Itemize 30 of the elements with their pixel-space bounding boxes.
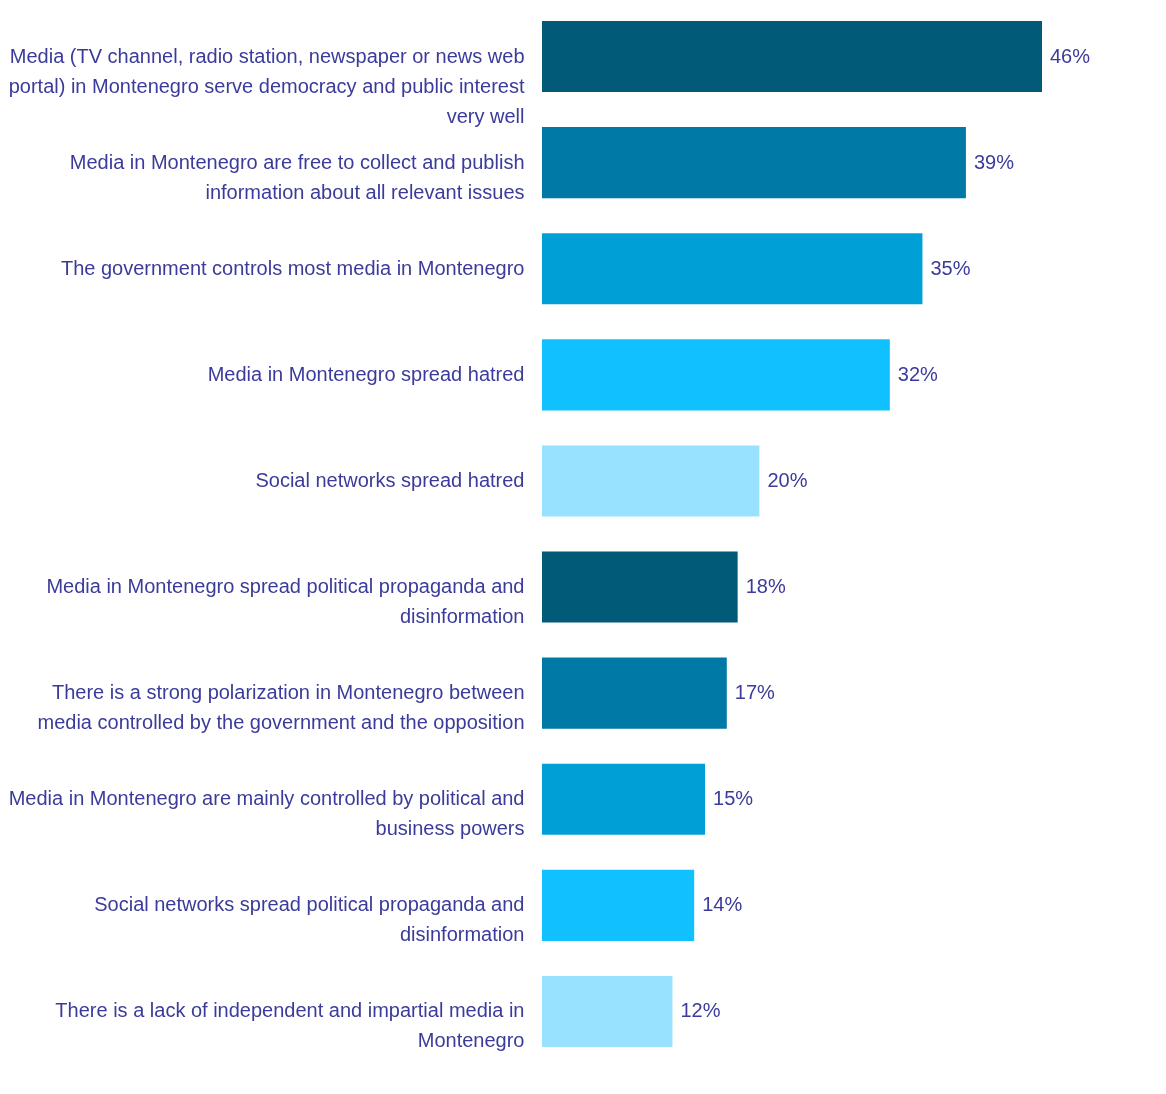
data-label: 15%	[713, 787, 754, 810]
y-tick-label: The government controls most media in Montenegro	[60, 256, 525, 279]
data-label: 35%	[930, 256, 971, 279]
bar	[542, 127, 966, 199]
data-label: 32%	[897, 362, 939, 385]
data-label: 12%	[680, 999, 721, 1022]
data-label: 20%	[767, 468, 808, 491]
bar	[542, 20, 1042, 93]
y-tick-label: Social networks spread hatred	[255, 468, 525, 491]
bar	[542, 551, 738, 623]
data-label: 39%	[973, 150, 1015, 173]
data-label: 18%	[745, 575, 786, 598]
y-tick-label: Media in Montenegro are mainly controlled by political and business powers	[8, 787, 525, 840]
y-tick-label: Media in Montenegro spread hatred	[207, 362, 525, 385]
bar	[542, 339, 890, 411]
data-label: 46%	[1050, 44, 1091, 67]
y-tick-label: There is a strong polarization in Montenegro between media controlled by the government and the opposition	[37, 681, 525, 734]
y-tick-label: Media in Montenegro spread political propaganda and disinformation	[46, 575, 525, 628]
bar	[542, 869, 695, 941]
data-label: 17%	[734, 681, 776, 704]
y-tick-label: There is a lack of independent and impartial media in Montenegro	[55, 999, 525, 1052]
data-label: 14%	[702, 893, 743, 916]
bar	[542, 975, 673, 1048]
bar	[542, 657, 727, 729]
bar	[542, 233, 923, 305]
y-tick-label: Media (TV channel, radio station, newspaper or news web portal) in Montenegro serve democracy and public interest very well	[8, 44, 525, 127]
y-tick-label: Social networks spread political propaganda and disinformation	[94, 893, 525, 946]
y-tick-label: Media in Montenegro are free to collect and publish information about all relevant issues	[69, 150, 525, 203]
bar	[542, 763, 706, 835]
bar	[542, 445, 760, 517]
